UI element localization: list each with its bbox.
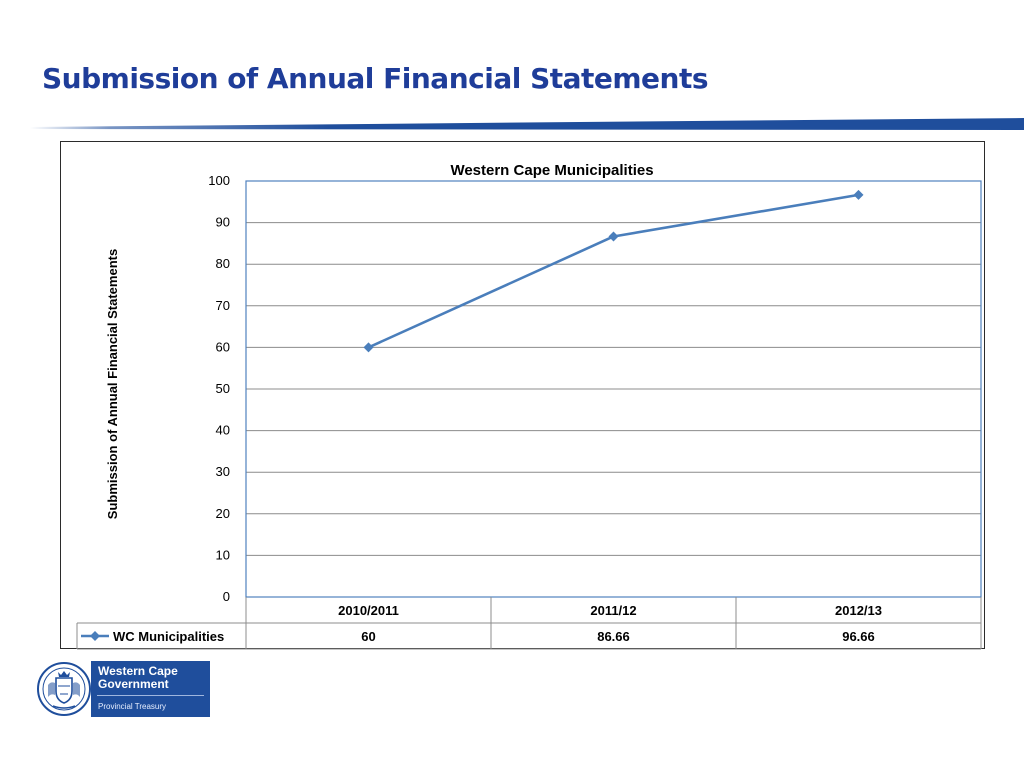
series-layer [363,189,864,353]
y-tick-label: 100 [208,173,230,188]
logo-department: Provincial Treasury [98,702,167,711]
legend-series-name: WC Municipalities [113,629,224,644]
slide-title: Submission of Annual Financial Statement… [42,62,709,95]
data-table-value: 86.66 [597,629,630,644]
y-tick-label: 80 [216,256,230,271]
y-tick-label: 50 [216,381,230,396]
x-category-label: 2012/13 [835,603,882,618]
title-underline [30,118,1024,130]
y-tick-label: 40 [216,423,230,438]
x-category-label: 2010/2011 [338,603,399,618]
coat-of-arms-icon [37,662,91,716]
line-chart: Western Cape Municipalities Submission o… [76,162,982,650]
y-tick-label: 70 [216,298,230,313]
chart-frame: Western Cape Municipalities Submission o… [60,141,985,650]
y-tick-label: 90 [216,215,230,230]
data-table-value: 96.66 [842,629,875,644]
y-tick-labels: 0 10 20 30 40 50 60 70 80 90 100 [208,173,230,604]
y-axis-label: Submission of Annual Financial Statement… [105,249,120,519]
plot-area [245,180,982,598]
logo-panel: Western Cape Government Provincial Treas… [91,661,210,717]
gridlines [246,222,981,556]
logo-government-name: Western Cape Government [98,664,178,691]
chart-title: Western Cape Municipalities [450,162,653,179]
data-point-marker [853,189,864,200]
data-table: 2010/2011 2011/12 2012/13 WC Municipalities… [76,597,982,650]
y-tick-label: 20 [216,506,230,521]
western-cape-government-logo: Western Cape Government Provincial Treas… [36,661,210,717]
y-tick-label: 30 [216,464,230,479]
y-tick-label: 0 [223,589,230,604]
data-point-marker [363,342,374,353]
x-category-label: 2011/12 [590,603,636,618]
y-tick-label: 60 [216,339,230,354]
data-table-value: 60 [361,629,375,644]
legend-key-marker [90,631,100,641]
logo-divider [97,695,204,696]
series-line [367,193,859,349]
y-tick-label: 10 [216,547,230,562]
data-point-marker [608,231,619,242]
